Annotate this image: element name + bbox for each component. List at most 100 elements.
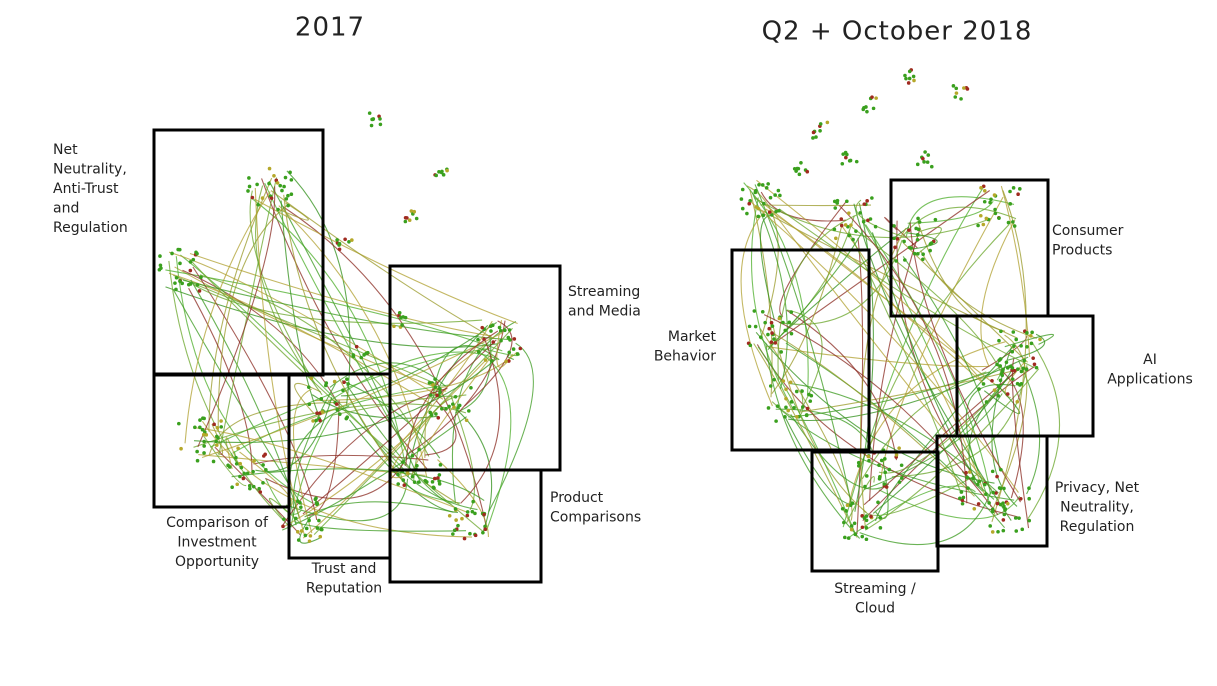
network-edge: [340, 321, 497, 397]
network-node: [953, 95, 958, 99]
network-node: [865, 199, 869, 203]
network-edge: [855, 199, 907, 239]
network-node: [1000, 369, 1005, 373]
network-edge: [346, 384, 452, 505]
network-node: [319, 397, 324, 401]
network-node: [787, 320, 792, 325]
network-node: [378, 122, 383, 127]
network-edge: [765, 342, 861, 539]
network-node: [892, 236, 896, 241]
network-node: [294, 516, 298, 521]
network-edge: [799, 366, 1029, 413]
network-node: [158, 254, 162, 258]
network-node: [299, 529, 304, 533]
network-node: [981, 222, 986, 227]
network-edge: [920, 250, 1038, 339]
network-node: [864, 474, 869, 478]
network-node: [996, 384, 1001, 389]
network-edge: [1007, 333, 1046, 361]
network-node: [988, 200, 992, 205]
network-node: [1018, 187, 1022, 191]
network-node: [879, 458, 884, 463]
network-node: [320, 410, 325, 414]
network-node: [842, 520, 846, 525]
network-edge: [740, 209, 773, 407]
network-node: [909, 246, 913, 250]
network-node: [396, 472, 400, 477]
network-edge: [184, 191, 271, 444]
network-node: [234, 461, 239, 466]
network-node: [925, 160, 930, 164]
network-node: [490, 359, 494, 363]
network-node: [434, 173, 439, 178]
network-node: [912, 78, 916, 83]
network-node: [174, 275, 179, 280]
network-edge: [423, 481, 460, 505]
network-node: [197, 289, 202, 293]
network-node: [343, 237, 347, 242]
network-node: [1002, 504, 1006, 509]
network-node: [435, 393, 439, 398]
network-edge: [1018, 360, 1041, 495]
network-node: [432, 476, 437, 481]
network-node: [882, 482, 887, 486]
network-node: [447, 404, 451, 409]
network-node: [436, 416, 441, 420]
network-node: [483, 524, 487, 529]
network-edge: [777, 214, 858, 381]
region-label: Investment: [177, 535, 257, 551]
network-node: [346, 382, 350, 386]
network-node: [805, 169, 810, 174]
network-edge: [771, 190, 991, 346]
network-node: [1011, 186, 1016, 190]
network-node: [416, 480, 421, 484]
region-label: Applications: [1107, 372, 1193, 388]
network-node: [965, 475, 969, 480]
region-label: Comparisons: [550, 510, 641, 526]
network-node: [236, 446, 240, 451]
network-node: [405, 471, 410, 475]
network-node: [984, 492, 988, 496]
network-node: [289, 192, 294, 197]
network-node: [306, 385, 311, 389]
network-node: [257, 486, 261, 491]
network-node: [417, 447, 421, 452]
network-edge: [281, 416, 467, 531]
network-node: [753, 324, 758, 329]
network-edge: [455, 334, 492, 414]
network-node: [341, 388, 345, 393]
network-node: [452, 405, 456, 409]
network-node: [245, 471, 250, 476]
network-node: [317, 518, 321, 523]
network-node: [345, 377, 349, 381]
network-node: [784, 405, 788, 410]
network-node: [848, 158, 853, 163]
network-node: [921, 252, 925, 257]
network-edge: [851, 226, 1002, 374]
network-edge: [250, 197, 406, 466]
network-node: [981, 382, 986, 386]
network-node: [869, 514, 873, 519]
network-node: [767, 210, 772, 214]
network-node: [784, 387, 788, 392]
network-node: [471, 499, 475, 504]
network-node: [403, 219, 408, 224]
network-node: [999, 467, 1003, 472]
network-node: [179, 446, 183, 451]
network-node: [990, 469, 995, 474]
network-node: [996, 394, 1001, 398]
network-node: [507, 359, 511, 363]
network-node: [1015, 381, 1020, 386]
network-edge: [190, 279, 300, 518]
network-node: [350, 238, 354, 242]
network-node: [515, 352, 520, 356]
network-node: [498, 329, 503, 333]
network-node: [195, 458, 200, 463]
network-node: [314, 511, 318, 515]
network-node: [1002, 486, 1006, 491]
network-node: [193, 425, 197, 430]
network-node: [769, 320, 774, 325]
network-node: [438, 463, 443, 467]
network-node: [261, 463, 265, 467]
network-node: [247, 176, 251, 180]
